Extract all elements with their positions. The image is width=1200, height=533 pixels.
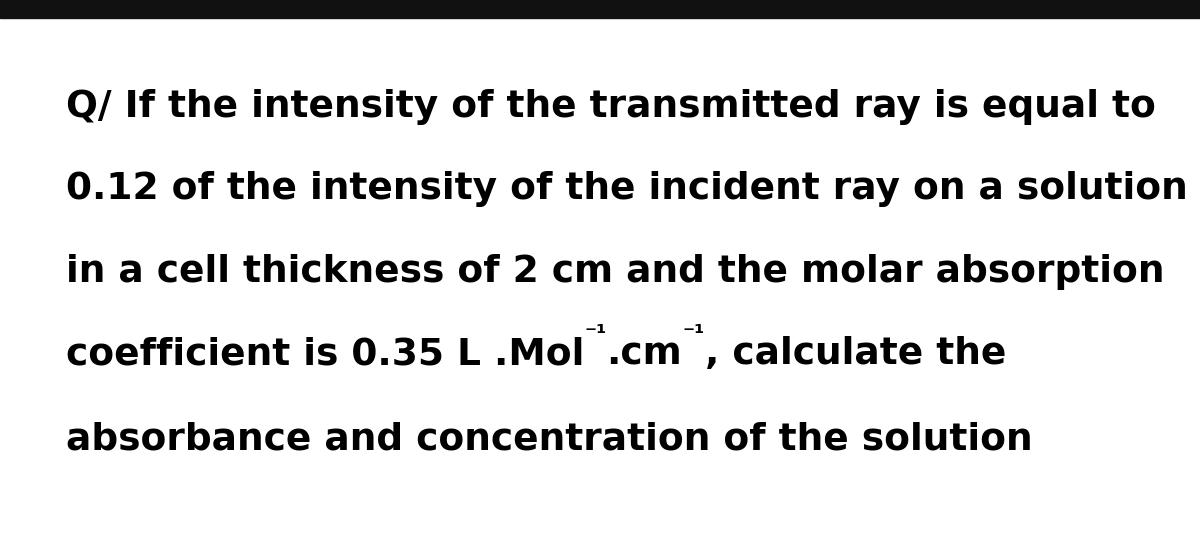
Text: Q/ If the intensity of the transmitted ray is equal to: Q/ If the intensity of the transmitted r… [66,88,1156,125]
Text: 0.12 of the intensity of the incident ray on a solution: 0.12 of the intensity of the incident ra… [66,171,1188,207]
Text: in a cell thickness of 2 cm and the molar absorption: in a cell thickness of 2 cm and the mola… [66,254,1164,290]
Text: .cm: .cm [607,336,683,373]
Text: ⁻¹: ⁻¹ [683,322,704,346]
Text: absorbance and concentration of the solution: absorbance and concentration of the solu… [66,422,1033,458]
Text: ⁻¹: ⁻¹ [584,322,607,346]
Text: , calculate the: , calculate the [704,336,1006,373]
Bar [0,0,1200,18]
Text: coefficient is 0.35 L .Mol: coefficient is 0.35 L .Mol [66,336,584,373]
